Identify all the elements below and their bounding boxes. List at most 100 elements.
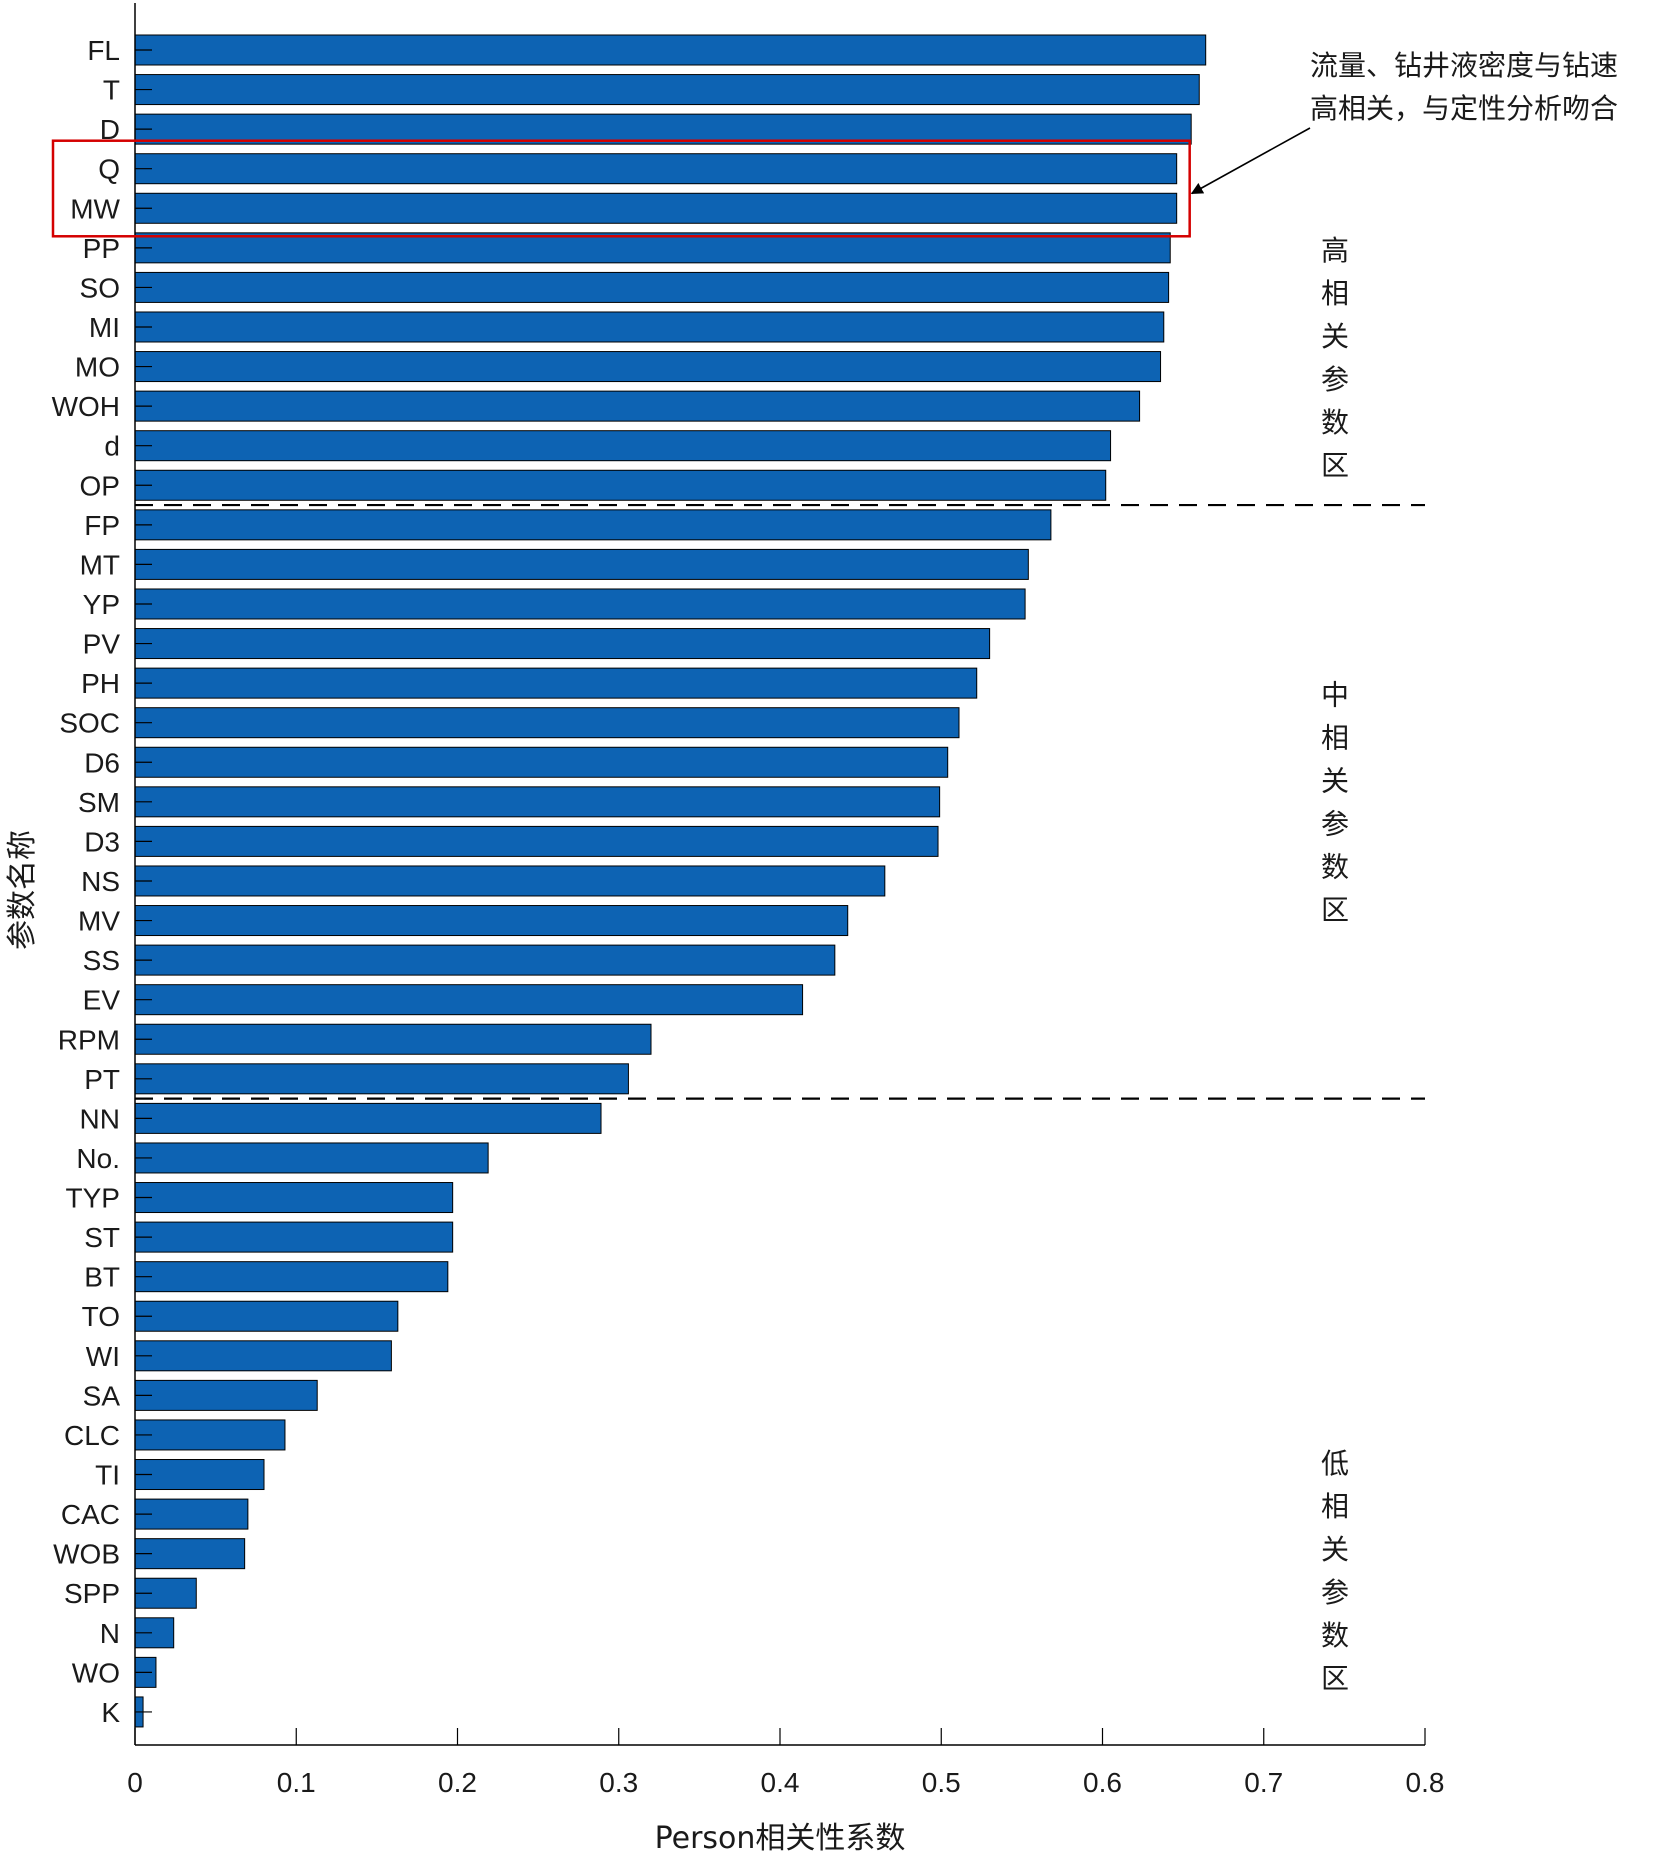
- bar-PH: [134, 667, 978, 699]
- y-tick-label-BT: BT: [84, 1262, 120, 1293]
- bar-MV: [134, 905, 849, 937]
- y-tick-label-PP: PP: [83, 233, 120, 264]
- zone-char: 关: [1321, 764, 1349, 797]
- axes-layer: [134, 3, 1426, 1746]
- x-tick-label-0.8: 0.8: [1406, 1767, 1445, 1798]
- annotation-line-1: 流量、钻井液密度与钻速: [1310, 49, 1618, 82]
- bar-SOC: [134, 707, 960, 739]
- y-tick-label-YP: YP: [83, 589, 120, 620]
- bar-MW: [134, 192, 1178, 224]
- y-tick-label-WO: WO: [72, 1657, 120, 1688]
- bar-ST: [134, 1221, 454, 1253]
- zone-char: 关: [1321, 320, 1349, 353]
- y-tick-label-MW: MW: [70, 193, 120, 224]
- bar-NN: [134, 1102, 602, 1134]
- bar-WI: [134, 1340, 392, 1372]
- y-tick-label-WOH: WOH: [52, 391, 120, 422]
- x-tick-label-0.2: 0.2: [438, 1767, 477, 1798]
- x-tick-label-0.5: 0.5: [922, 1767, 961, 1798]
- y-tick-label-MO: MO: [75, 352, 120, 383]
- zone-char: 相: [1321, 277, 1349, 310]
- y-tick-label-D: D: [100, 114, 120, 145]
- y-tick-label-EV: EV: [83, 985, 121, 1016]
- bar-No.: [134, 1142, 489, 1174]
- y-tick-label-CLC: CLC: [64, 1420, 120, 1451]
- y-tick-label-NN: NN: [80, 1103, 120, 1134]
- zone-char: 数: [1321, 850, 1349, 883]
- y-tick-label-T: T: [103, 75, 120, 106]
- y-tick-label-FL: FL: [87, 35, 120, 66]
- bar-NS: [134, 865, 886, 897]
- bar-OP: [134, 469, 1107, 501]
- y-tick-label-MV: MV: [78, 906, 120, 937]
- annotation-line-2: 高相关，与定性分析吻合: [1310, 92, 1618, 125]
- bar-PV: [134, 628, 991, 660]
- y-tick-label-PT: PT: [84, 1064, 120, 1095]
- x-tick-label-0.6: 0.6: [1083, 1767, 1122, 1798]
- bar-BT: [134, 1261, 449, 1293]
- y-axis-title: 参数名称: [5, 830, 40, 950]
- zone-char: 数: [1321, 406, 1349, 439]
- y-tick-label-SM: SM: [78, 787, 120, 818]
- y-tick-label-PV: PV: [83, 629, 121, 660]
- bar-FP: [134, 509, 1052, 541]
- y-tick-label-Q: Q: [98, 154, 120, 185]
- y-tick-label-NS: NS: [81, 866, 120, 897]
- y-tick-label-D3: D3: [84, 826, 120, 857]
- highlight-box: [51, 139, 1191, 238]
- y-tick-label-ST: ST: [84, 1222, 120, 1253]
- x-tick-label-0.7: 0.7: [1244, 1767, 1283, 1798]
- x-axis-title: Person相关性系数: [655, 1821, 906, 1856]
- y-tick-label-SS: SS: [83, 945, 120, 976]
- x-tick-label-0.1: 0.1: [277, 1767, 316, 1798]
- y-tick-label-TI: TI: [95, 1460, 120, 1491]
- y-tick-label-SO: SO: [80, 272, 120, 303]
- bar-FL: [134, 34, 1207, 66]
- y-tick-label-D6: D6: [84, 747, 120, 778]
- zone-char: 参: [1321, 1576, 1349, 1609]
- annotation-arrow: [1190, 127, 1311, 195]
- zone-char: 区: [1321, 1662, 1349, 1695]
- zone-char: 低: [1321, 1447, 1349, 1480]
- zone-char: 高: [1321, 234, 1349, 267]
- bar-SS: [134, 944, 836, 976]
- bar-YP: [134, 588, 1026, 620]
- y-tick-label-OP: OP: [80, 470, 120, 501]
- y-tick-label-TYP: TYP: [66, 1183, 120, 1214]
- y-tick-label-RPM: RPM: [58, 1024, 120, 1055]
- x-tick-label-0.3: 0.3: [599, 1767, 638, 1798]
- bar-D: [134, 113, 1192, 145]
- bar-WOH: [134, 390, 1141, 422]
- bar-WOB: [134, 1538, 246, 1570]
- y-tick-label-No.: No.: [76, 1143, 120, 1174]
- y-tick-label-SPP: SPP: [64, 1578, 120, 1609]
- zone-char: 数: [1321, 1619, 1349, 1652]
- y-tick-label-N: N: [100, 1618, 120, 1649]
- bar-MI: [134, 311, 1165, 343]
- x-tick-label-0.4: 0.4: [761, 1767, 800, 1798]
- y-tick-label-WI: WI: [86, 1341, 120, 1372]
- bar-SO: [134, 271, 1170, 303]
- y-tick-label-CAC: CAC: [61, 1499, 120, 1530]
- bar-D6: [134, 746, 949, 778]
- y-tick-label-WOB: WOB: [53, 1539, 120, 1570]
- bars-layer: [134, 34, 1207, 1728]
- bar-T: [134, 74, 1200, 106]
- zone-char: 区: [1321, 893, 1349, 926]
- zone-char: 参: [1321, 363, 1349, 396]
- y-tick-label-FP: FP: [84, 510, 120, 541]
- zone-char: 关: [1321, 1533, 1349, 1566]
- y-tick-label-TO: TO: [82, 1301, 120, 1332]
- zone-char: 区: [1321, 449, 1349, 482]
- x-tick-label-0: 0: [127, 1767, 143, 1798]
- bar-d: [134, 430, 1112, 462]
- bar-RPM: [134, 1023, 652, 1055]
- bar-MT: [134, 548, 1029, 580]
- bar-EV: [134, 984, 804, 1016]
- y-tick-label-SA: SA: [83, 1380, 121, 1411]
- zone-char: 相: [1321, 1490, 1349, 1523]
